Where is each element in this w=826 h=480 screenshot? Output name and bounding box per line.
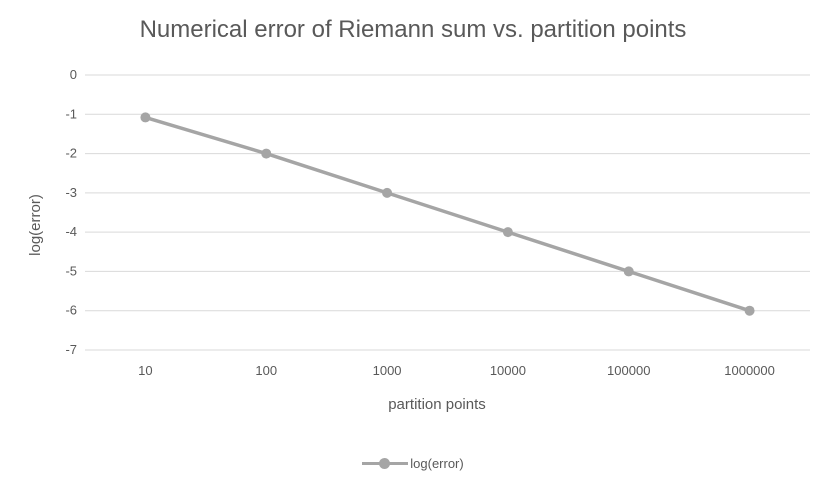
- y-axis-ticks: 0 -1 -2 -3 -4 -5 -6 -7: [65, 67, 77, 357]
- x-tick-label: 1000: [373, 363, 402, 378]
- y-tick-label: -4: [65, 224, 77, 239]
- x-tick-label: 10: [138, 363, 152, 378]
- series-group: [140, 112, 755, 316]
- legend-swatch-log-error: [362, 455, 409, 471]
- x-tick-label: 10000: [490, 363, 526, 378]
- series-line: [144, 115, 751, 313]
- legend: log(error): [0, 455, 826, 471]
- y-tick-label: -7: [65, 342, 77, 357]
- data-point: [382, 187, 393, 198]
- x-tick-label: 1000000: [724, 363, 775, 378]
- y-tick-label: -2: [65, 146, 77, 161]
- chart-title: Numerical error of Riemann sum vs. parti…: [139, 16, 687, 43]
- gridlines: [85, 74, 810, 351]
- data-point: [502, 227, 513, 238]
- y-tick-label: 0: [70, 67, 77, 82]
- x-axis-ticks: 10 100 1000 10000 100000 1000000: [138, 363, 775, 378]
- x-tick-label: 100000: [607, 363, 650, 378]
- y-tick-label: -3: [65, 185, 77, 200]
- legend-label-log-error: log(error): [410, 455, 464, 471]
- y-tick-label: -5: [65, 263, 77, 278]
- data-point: [744, 305, 755, 316]
- y-tick-label: -1: [65, 106, 77, 121]
- x-axis-title: partition points: [388, 396, 486, 413]
- x-tick-label: 100: [255, 363, 277, 378]
- data-point: [261, 148, 272, 159]
- data-point: [140, 112, 151, 123]
- y-tick-label: -6: [65, 303, 77, 318]
- y-axis-title: log(error): [27, 194, 44, 256]
- data-point: [623, 266, 634, 277]
